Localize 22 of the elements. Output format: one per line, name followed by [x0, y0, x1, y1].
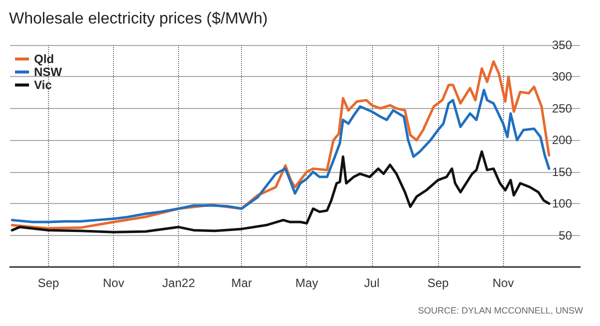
legend-label: NSW	[34, 65, 63, 79]
legend-label: Vic	[34, 78, 52, 92]
x-tick-label: Nov	[102, 276, 124, 290]
line-series	[10, 88, 550, 224]
source-note: SOURCE: DYLAN MCCONNELL, UNSW	[418, 306, 584, 316]
legend-label: Qld	[34, 52, 54, 66]
x-tick-label: Nov	[492, 276, 514, 290]
x-tick-label: Jan22	[162, 276, 196, 290]
x-tick-label: Sep	[38, 276, 60, 290]
y-tick-label: 350	[552, 38, 572, 52]
x-tick-label: Jul	[364, 276, 380, 290]
line-series	[10, 150, 550, 234]
x-tick-label: Mar	[231, 276, 252, 290]
y-tick-label: 250	[552, 101, 572, 116]
y-tick-label: 50	[558, 228, 572, 242]
x-tick-label: May	[295, 276, 318, 290]
y-tick-label: 300	[552, 70, 572, 84]
y-tick-label: 150	[552, 164, 572, 179]
y-tick-label: 100	[552, 196, 572, 211]
chart-title: Wholesale electricity prices ($/MWh)	[9, 10, 268, 28]
x-tick-label: Sep	[427, 276, 450, 290]
y-tick-label: 200	[552, 133, 572, 148]
